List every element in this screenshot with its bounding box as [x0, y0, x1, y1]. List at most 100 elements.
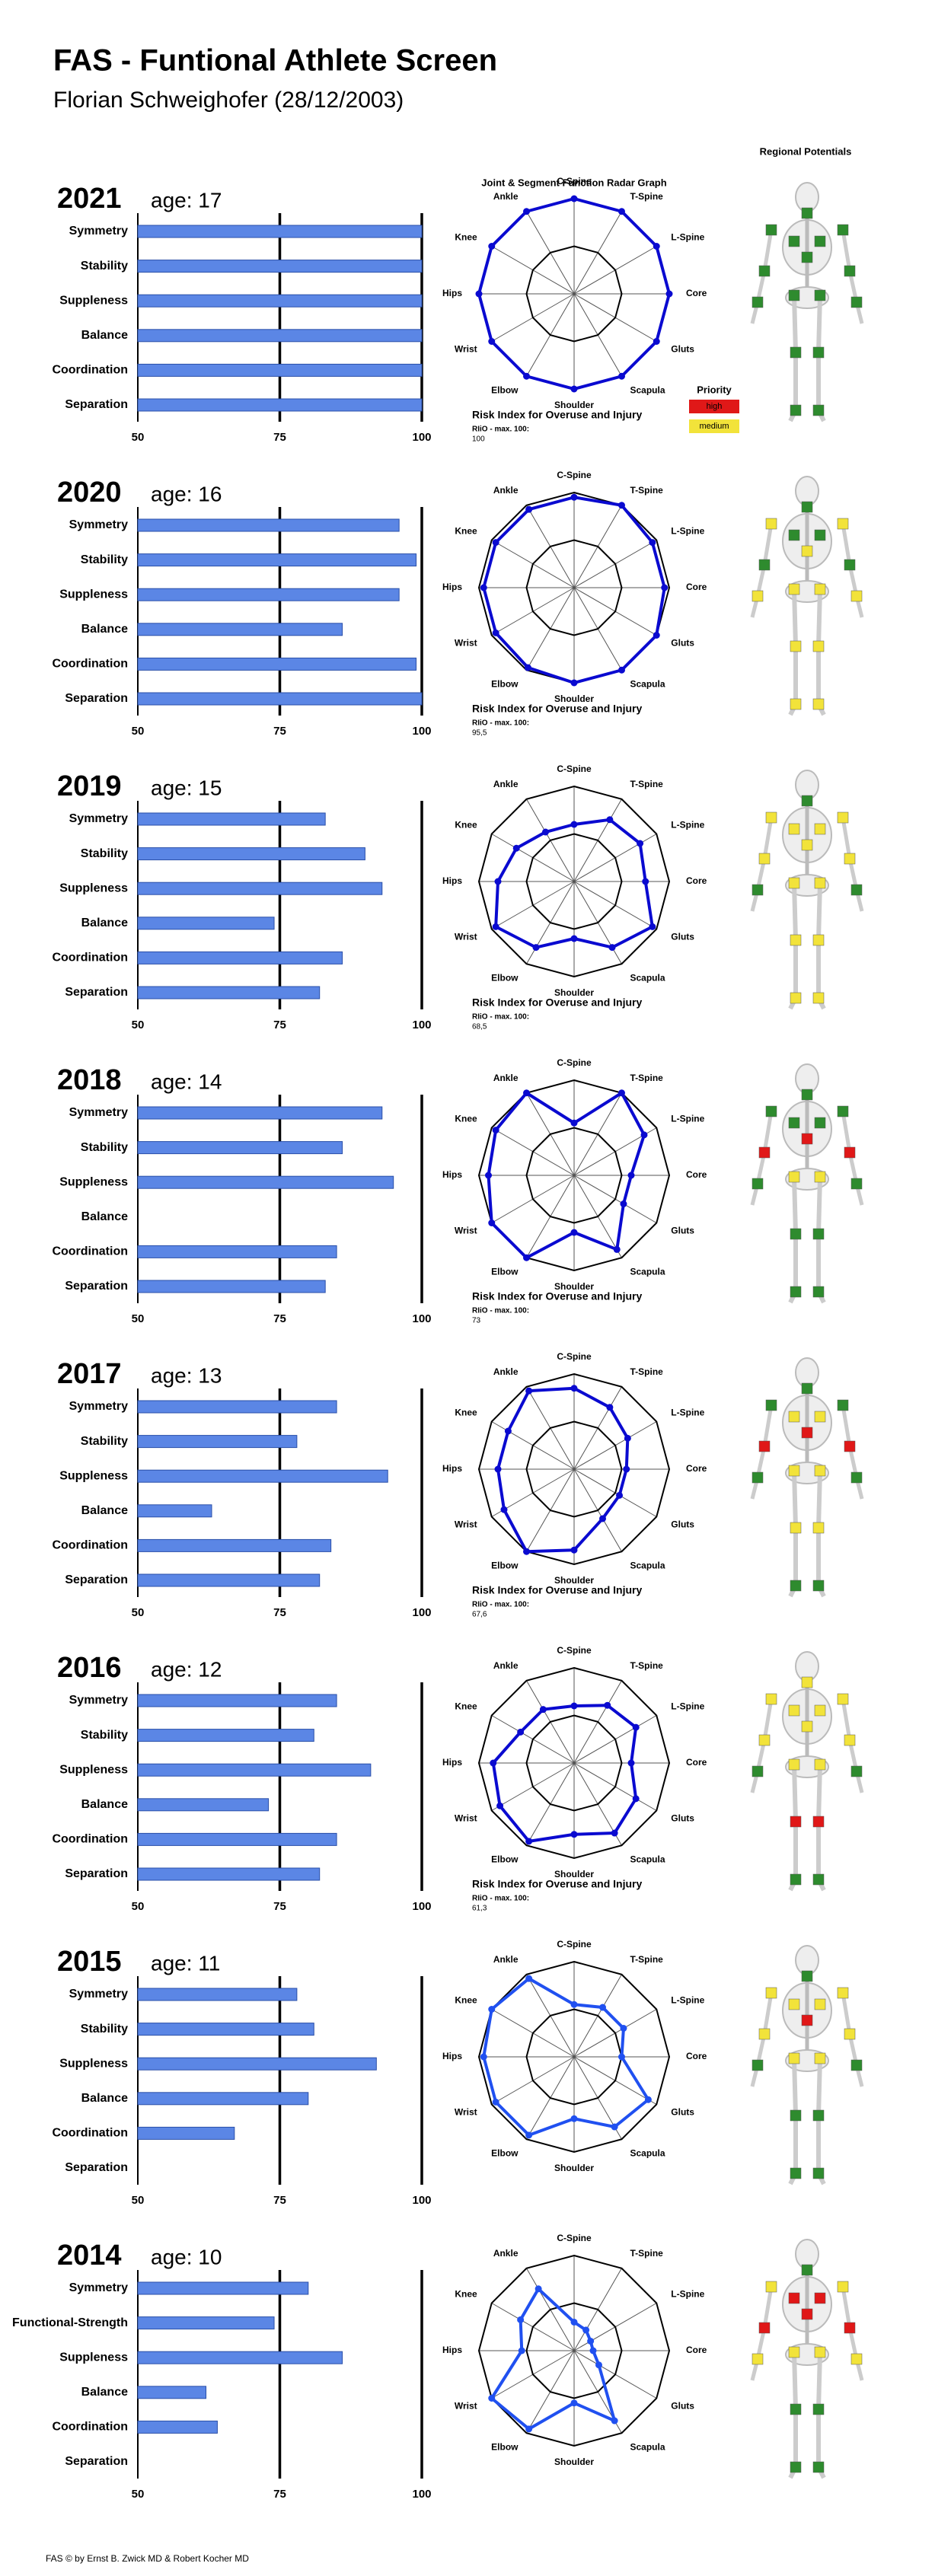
arm [750, 1111, 774, 1206]
x-tick-label: 100 [412, 431, 431, 444]
region-marker [788, 1704, 800, 1717]
axis-label: T-Spine [630, 779, 664, 789]
priority-swatch [689, 419, 739, 433]
region-marker [812, 2403, 825, 2415]
region-marker [850, 2059, 863, 2071]
region-marker [801, 1382, 813, 1395]
leg [788, 1764, 798, 1892]
skull [795, 1357, 819, 1388]
bar [137, 1573, 321, 1587]
region-marker [801, 1720, 813, 1733]
bar [137, 2057, 377, 2071]
region-marker [790, 1228, 802, 1240]
axis-label: C-Spine [557, 764, 592, 774]
risk-label: RIiO - max. 100: [472, 719, 529, 728]
axis-label: Scapula [630, 2147, 665, 2158]
radar-point [606, 1404, 614, 1411]
leg [788, 882, 798, 1010]
radar-point [512, 844, 520, 852]
category-label: Balance [81, 2092, 128, 2105]
category-label: Separation [65, 986, 128, 999]
risk-value: 68,5 [472, 1023, 487, 1031]
radar-title: Joint & Segment Function Radar Graph [481, 177, 666, 188]
category-label: Coordination [52, 1245, 128, 1258]
axis-label: Wrist [455, 932, 477, 942]
region-marker [844, 1734, 856, 1746]
region-marker [788, 1998, 800, 2010]
radar-point [608, 944, 616, 952]
axis-label: Shoulder [554, 693, 594, 704]
risk-label: RIiO - max. 100: [472, 1601, 529, 1609]
region-marker [788, 235, 800, 247]
arm [750, 1404, 774, 1500]
radar-point [570, 2319, 578, 2326]
axis-label: Scapula [630, 972, 665, 983]
region-marker [850, 884, 863, 896]
region-marker [765, 1693, 777, 1705]
bar [137, 588, 400, 601]
radar-point [570, 1546, 578, 1554]
bar [137, 398, 423, 412]
age: age: 11 [151, 1951, 220, 1975]
bar [137, 1694, 337, 1707]
axis-label: Core [686, 1463, 707, 1474]
radar-point [475, 290, 483, 298]
region-marker [801, 839, 813, 851]
region-marker [850, 2353, 863, 2365]
axis-label: Elbow [491, 1854, 519, 1864]
region-marker [850, 1178, 863, 1190]
axis-label: Knee [455, 2289, 477, 2300]
region-marker [844, 1440, 856, 1452]
region-marker [790, 2403, 802, 2415]
region-marker [837, 1987, 849, 1999]
axis-label: Scapula [630, 1560, 665, 1570]
radar-point [618, 502, 625, 509]
category-label: Balance [81, 1798, 128, 1811]
region-marker [814, 1758, 826, 1771]
region-marker [801, 2014, 813, 2026]
radar-point [492, 539, 499, 547]
x-tick-label: 75 [273, 1900, 286, 1913]
category-label: Symmetry [69, 225, 128, 238]
axis-label: Elbow [491, 2441, 519, 2452]
region-marker [788, 877, 800, 889]
risk-value: 61,3 [472, 1905, 487, 1913]
skull [795, 1063, 819, 1094]
axis-label: T-Spine [630, 1660, 664, 1671]
radar-point [523, 372, 530, 380]
bar [137, 623, 343, 636]
leg [788, 2058, 798, 2185]
arm [841, 1992, 864, 2087]
radar-point [649, 539, 656, 547]
leg [788, 1176, 798, 1304]
axis-label: Hips [442, 1757, 462, 1768]
x-tick-label: 50 [132, 431, 145, 444]
skull [795, 770, 819, 800]
region-marker [812, 2109, 825, 2122]
age: age: 10 [151, 2245, 222, 2268]
axis-label: Ankle [493, 1366, 519, 1377]
radar-point [661, 584, 669, 591]
axis-label: Hips [442, 2051, 462, 2061]
subtitle: Florian Schweighofer (28/12/2003) [53, 88, 404, 113]
radar-point [525, 505, 533, 513]
region-marker [788, 1117, 800, 1129]
leg [816, 588, 826, 716]
radar-point [620, 1200, 627, 1207]
x-tick-label: 100 [412, 2194, 431, 2207]
ring [525, 1420, 623, 1518]
region-marker [850, 296, 863, 308]
category-label: Stability [81, 847, 128, 860]
regional-title: Regional Potentials [760, 145, 852, 157]
priority-label: high [707, 402, 723, 411]
axis-label: Shoulder [554, 2163, 594, 2173]
axis-label: Elbow [491, 972, 519, 983]
radar-point [665, 290, 673, 298]
risk-label: RIiO - max. 100: [472, 426, 529, 434]
region-marker [801, 1133, 813, 1145]
region-marker [812, 2167, 825, 2179]
risk-value: 73 [472, 1317, 481, 1325]
radar-line [490, 2287, 617, 2431]
age: age: 16 [151, 482, 222, 505]
x-tick-label: 100 [412, 1019, 431, 1031]
